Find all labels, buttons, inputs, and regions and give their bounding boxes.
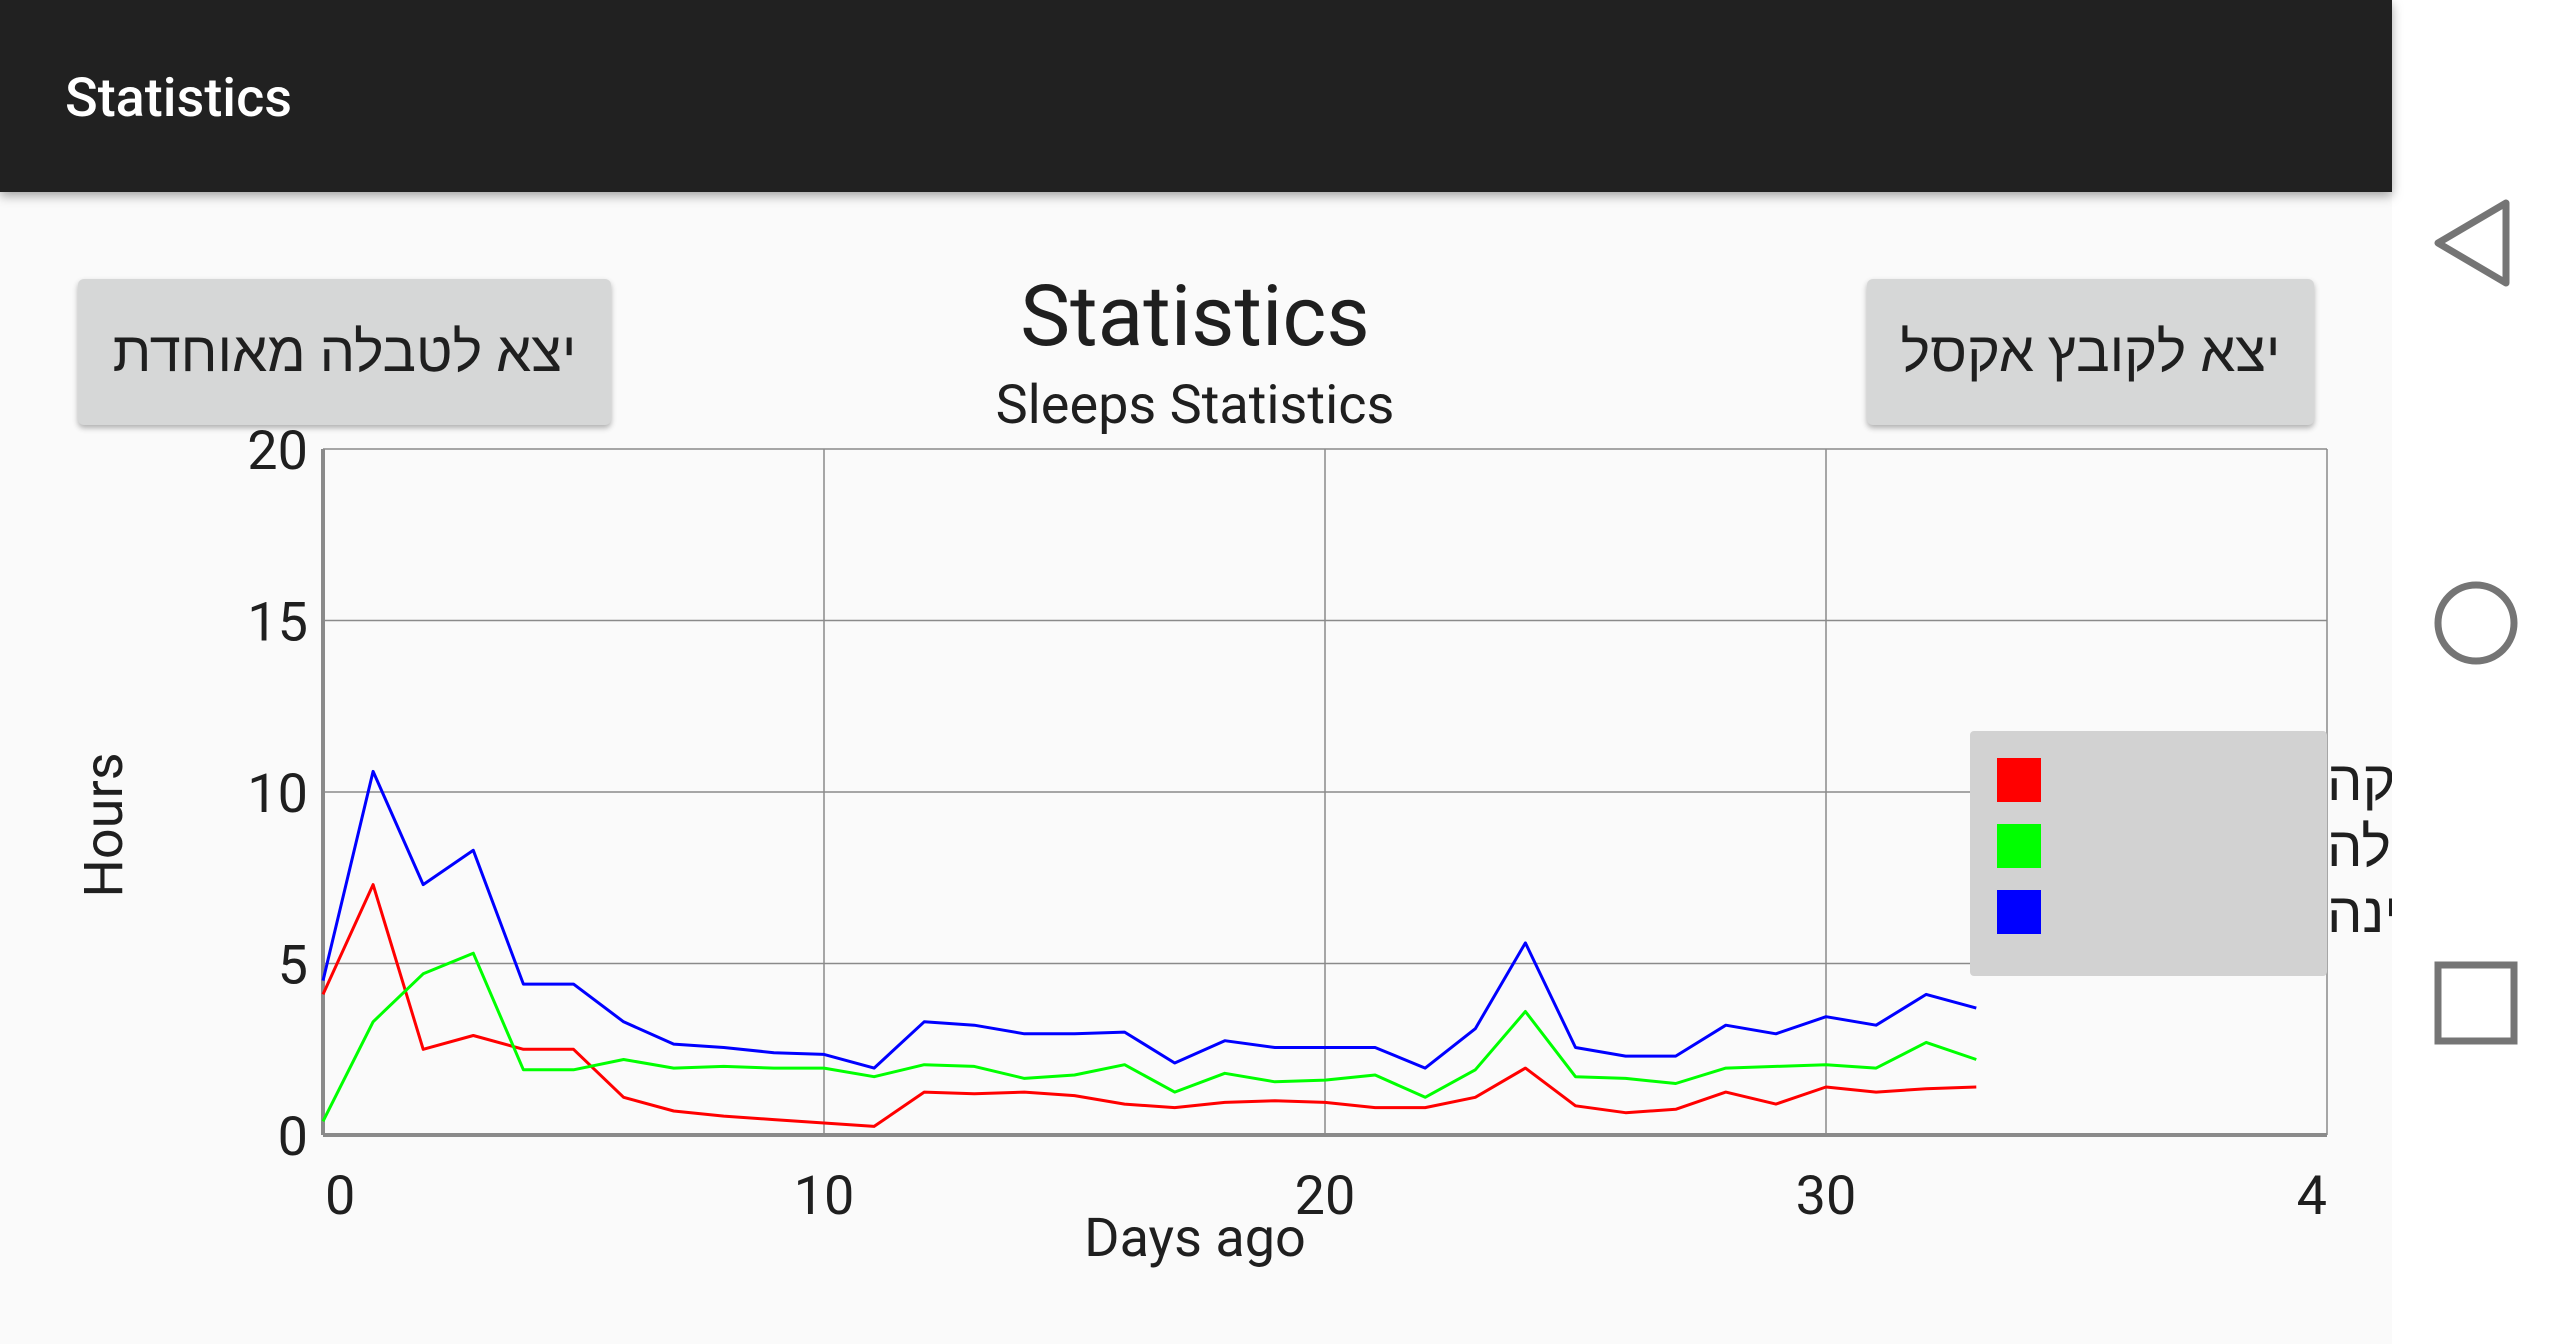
legend-label: שינה קלה — [2327, 814, 2392, 880]
export-excel-button[interactable]: יצא לקובץ אקסל — [1867, 279, 2314, 425]
legend-swatch — [1997, 758, 2041, 802]
y-tick-label: 20 — [247, 420, 308, 483]
legend-label: שינה עמוקה — [2327, 748, 2392, 814]
legend-swatch — [1997, 890, 2041, 934]
recents-square-icon[interactable] — [2426, 953, 2526, 1053]
export-combined-table-button[interactable]: יצא לטבלה מאוחדת — [78, 279, 611, 425]
app-bar: Statistics — [0, 0, 2392, 192]
legend-swatch — [1997, 824, 2041, 868]
app-bar-title: Statistics — [65, 67, 293, 130]
y-tick-label: 5 — [278, 935, 308, 998]
legend-label: שעות שינה — [2327, 880, 2392, 946]
series-line-2 — [321, 951, 1977, 1122]
x-tick-label: 10 — [794, 1165, 855, 1228]
home-circle-icon[interactable] — [2426, 573, 2526, 673]
y-tick-label: 10 — [247, 763, 308, 826]
y-tick-label: 0 — [278, 1106, 308, 1169]
series-line-3 — [321, 769, 1977, 1070]
x-tick-label: 4 — [2297, 1165, 2327, 1228]
x-axis-label: Days ago — [1084, 1207, 1306, 1270]
x-tick-label: 0 — [325, 1165, 355, 1228]
x-tick-label: 30 — [1796, 1165, 1857, 1228]
y-tick-label: 15 — [247, 592, 308, 655]
sleep-chart: Statistics Sleeps Statistics Days ago Ho… — [73, 267, 2392, 1270]
y-axis-label: Hours — [73, 752, 136, 897]
system-nav-bar — [2392, 0, 2560, 1344]
series-line-1 — [321, 883, 1977, 1128]
chart-legend: שינה עמוקהשינה קלהשעות שינה — [1970, 731, 2392, 976]
legend-box — [1970, 731, 2327, 976]
back-triangle-icon[interactable] — [2426, 193, 2526, 293]
chart-series — [321, 769, 1977, 1128]
chart-subtitle: Sleeps Statistics — [996, 374, 1395, 437]
chart-title: Statistics — [1020, 267, 1370, 366]
x-tick-label: 20 — [1295, 1165, 1356, 1228]
chart-ticks: 0 5 10 15 20 0 10 20 30 4 — [247, 420, 2327, 1228]
